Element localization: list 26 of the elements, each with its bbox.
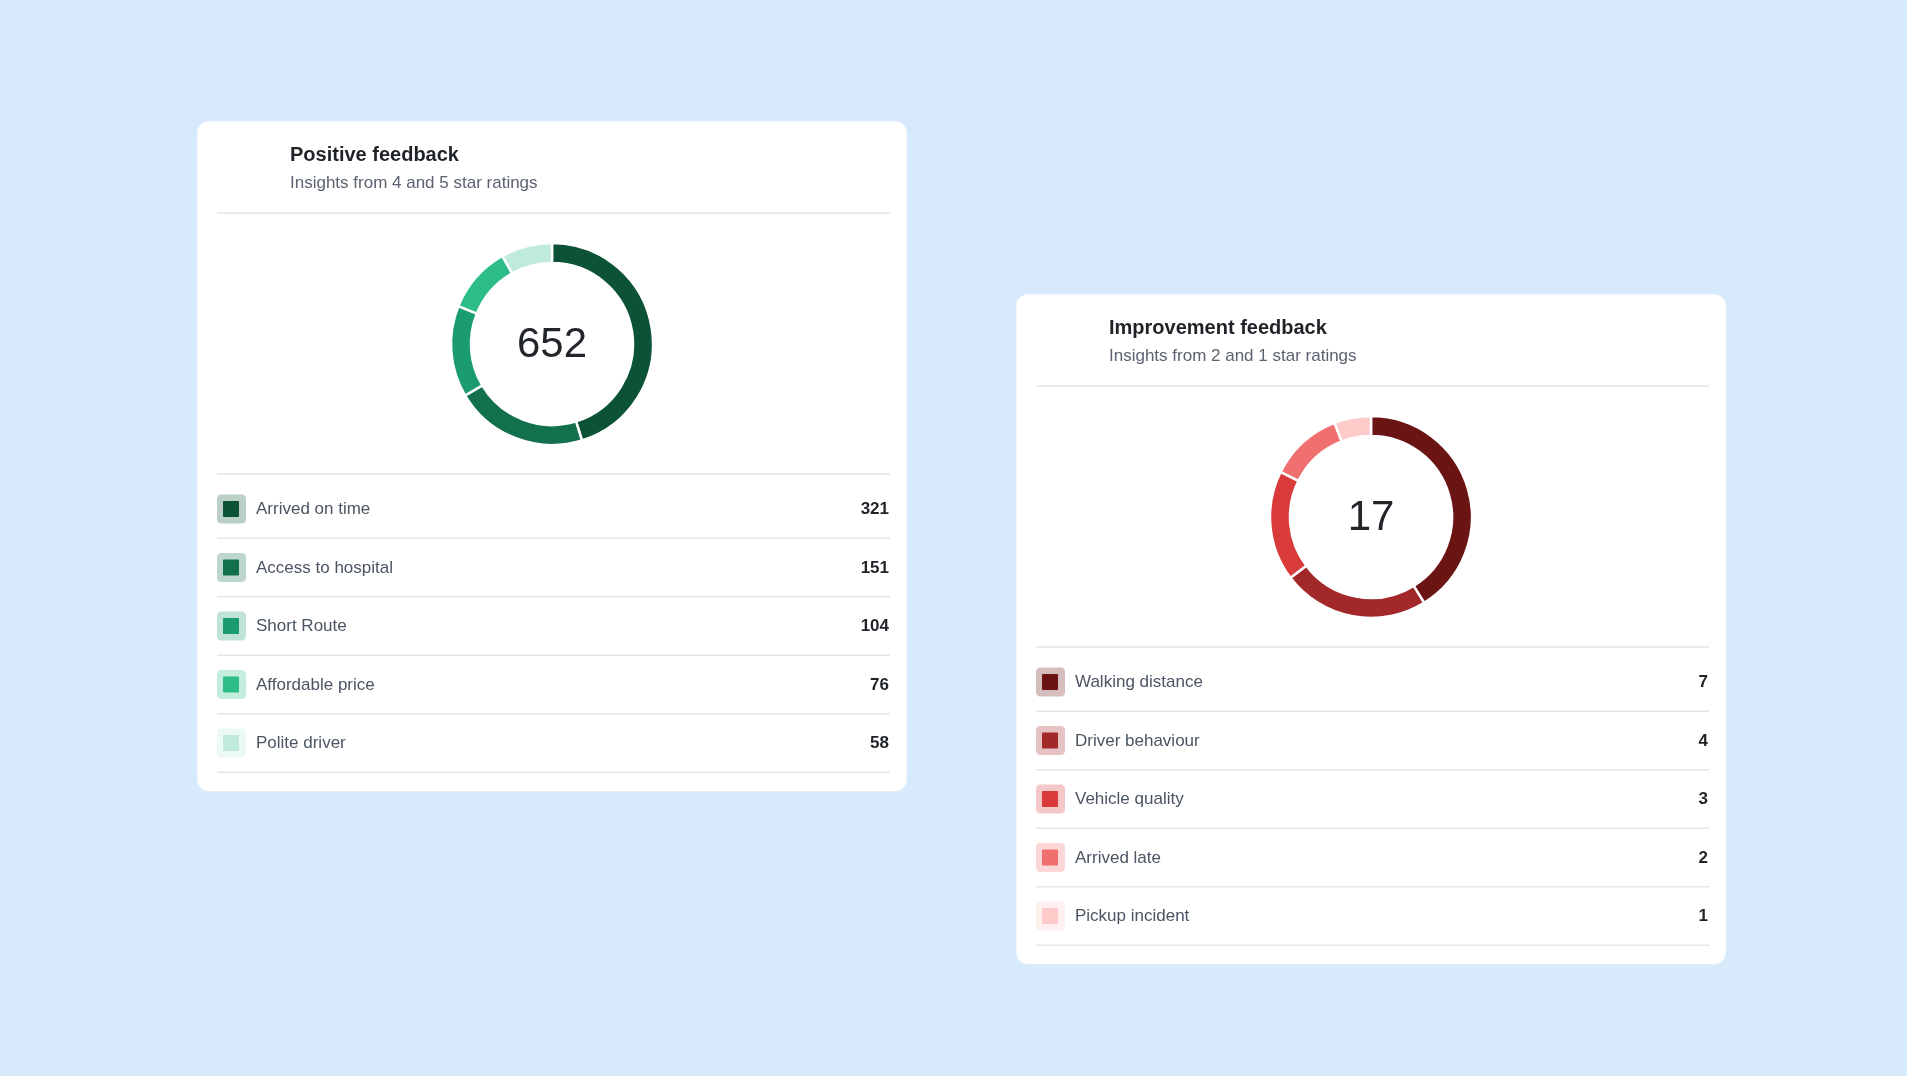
data-label: 321 [860, 499, 889, 518]
legend-label: Arrived late [1075, 847, 1161, 867]
legend-label: Pickup incident [1075, 906, 1190, 925]
text: 17 [1347, 492, 1395, 539]
legend-label: Affordable price [256, 674, 375, 694]
data-label: 7 [1698, 672, 1708, 691]
chart-subtitle: Insights from 4 and 5 star ratings [290, 173, 538, 192]
data-label: 151 [860, 557, 889, 577]
data-label: 104 [860, 616, 890, 635]
chart-subtitle: Insights from 2 and 1 star ratings [1109, 346, 1357, 365]
legend-label: Polite driver [256, 733, 347, 752]
data-label: 58 [870, 733, 889, 752]
legend-label: Walking distance [1075, 672, 1203, 691]
legend-label: Arrived on time [256, 499, 371, 518]
data-label: 76 [870, 674, 889, 694]
data-label: 2 [1698, 847, 1708, 867]
legend-label: Access to hospital [256, 557, 394, 577]
chart-title: Positive feedback [290, 143, 460, 165]
text: 652 [516, 319, 588, 366]
legend-label: Short Route [256, 616, 347, 635]
data-label: 4 [1698, 730, 1709, 750]
data-label: 3 [1698, 789, 1708, 808]
data-label: 1 [1698, 906, 1708, 925]
legend-label: Vehicle quality [1075, 789, 1185, 808]
legend-label: Driver behaviour [1075, 730, 1201, 750]
chart-title: Improvement feedback [1109, 316, 1328, 338]
